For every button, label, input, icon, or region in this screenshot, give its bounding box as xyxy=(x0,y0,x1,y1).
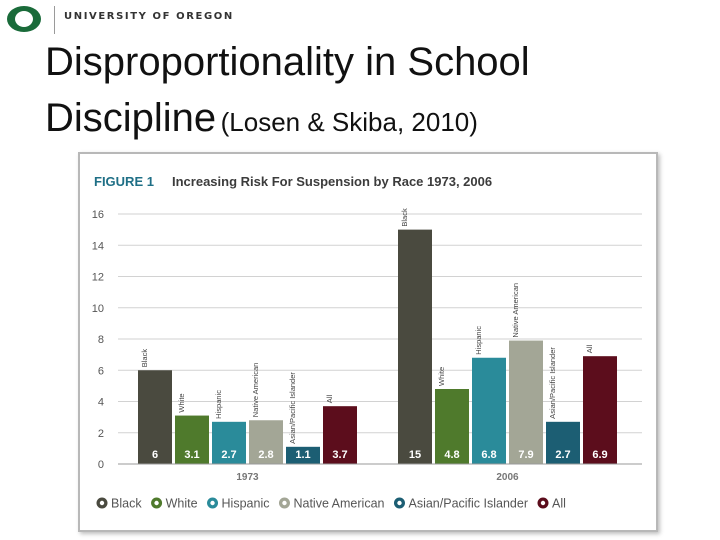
legend-label: White xyxy=(166,497,198,511)
bar-name-label: Black xyxy=(140,349,149,368)
suspension-chart: FIGURE 1 Increasing Risk For Suspension … xyxy=(92,174,642,511)
bar-name-label: Hispanic xyxy=(214,390,223,419)
header-divider xyxy=(54,6,55,34)
bar-name-label: Hispanic xyxy=(474,326,483,355)
bar-name-label: White xyxy=(437,367,446,386)
legend-label: All xyxy=(552,497,566,511)
legend-swatch-dot xyxy=(397,500,402,506)
figure-label: FIGURE 1 xyxy=(94,174,154,189)
legend-swatch-dot xyxy=(210,500,215,506)
y-tick-label: 8 xyxy=(98,334,104,346)
x-category-label: 2006 xyxy=(496,472,519,483)
title-line-1: Disproportionality in School xyxy=(45,40,530,84)
title-citation: (Losen & Skiba, 2010) xyxy=(220,107,478,137)
chart-title: Increasing Risk For Suspension by Race 1… xyxy=(172,174,492,189)
y-tick-label: 2 xyxy=(98,428,104,440)
bar-name-label: All xyxy=(585,345,594,354)
bar-value-label: 2.7 xyxy=(221,449,236,461)
bar xyxy=(398,229,432,464)
bar-name-label: Asian/Pacific Islander xyxy=(288,372,297,444)
bar-name-label: All xyxy=(325,395,334,404)
bar-value-label: 6 xyxy=(152,449,158,461)
bar-value-label: 6.9 xyxy=(592,449,607,461)
bars-layer: 6 Black 3.1 White 2.7 Hispanic 2.8 Native Ameri… xyxy=(118,208,642,483)
bar-name-label: Asian/Pacific Islander xyxy=(548,347,557,419)
title-line-2: Discipline xyxy=(45,96,217,140)
y-tick-label: 10 xyxy=(92,303,104,315)
bar xyxy=(583,356,617,464)
y-tick-label: 14 xyxy=(92,240,104,252)
bar-value-label: 4.8 xyxy=(444,449,459,461)
slide-title: Disproportionality in School Discipline … xyxy=(45,34,685,155)
y-tick-label: 4 xyxy=(98,397,104,409)
bar xyxy=(175,415,209,464)
bar-name-label: Native American xyxy=(251,363,260,418)
bar xyxy=(138,370,172,464)
legend-swatch-dot xyxy=(540,500,546,506)
grid-layer: 0 2 4 6 8 10 12 14 16 xyxy=(92,209,642,471)
bar-name-label: Native American xyxy=(511,283,520,338)
bar xyxy=(472,357,506,464)
bar xyxy=(546,421,580,464)
legend-label: Black xyxy=(111,497,142,511)
bar xyxy=(509,340,543,464)
bar-name-label: Black xyxy=(400,208,409,227)
y-tick-label: 16 xyxy=(92,209,104,221)
bar-value-label: 3.7 xyxy=(332,449,347,461)
bar-name-label: White xyxy=(177,393,186,412)
bar xyxy=(323,406,357,464)
x-category-label: 1973 xyxy=(236,472,259,483)
legend-label: Asian/Pacific Islander xyxy=(408,497,528,511)
y-tick-label: 6 xyxy=(98,365,104,377)
figure-frame xyxy=(78,152,658,532)
bar-value-label: 3.1 xyxy=(184,449,199,461)
bar-value-label: 2.8 xyxy=(258,449,273,461)
legend-swatch-dot xyxy=(282,500,287,506)
chart-legend: Black White Hispanic Native American Asian/P… xyxy=(96,497,566,511)
y-tick-label: 0 xyxy=(98,459,104,471)
bar xyxy=(286,446,320,464)
legend-swatch-dot xyxy=(154,500,159,506)
oregon-o-logo-icon xyxy=(7,6,41,32)
legend-label: Native American xyxy=(293,497,384,511)
bar-value-label: 6.8 xyxy=(481,449,496,461)
bar xyxy=(212,421,246,464)
legend-swatch-dot xyxy=(99,500,105,506)
bar-value-label: 1.1 xyxy=(295,449,310,461)
bar xyxy=(249,420,283,464)
bar-value-label: 2.7 xyxy=(555,449,570,461)
bar-value-label: 7.9 xyxy=(518,449,533,461)
bar xyxy=(435,389,469,464)
university-name: UNIVERSITY OF OREGON xyxy=(64,11,234,22)
y-tick-label: 12 xyxy=(92,272,104,284)
legend-label: Hispanic xyxy=(222,497,270,511)
bar-value-label: 15 xyxy=(409,449,421,461)
